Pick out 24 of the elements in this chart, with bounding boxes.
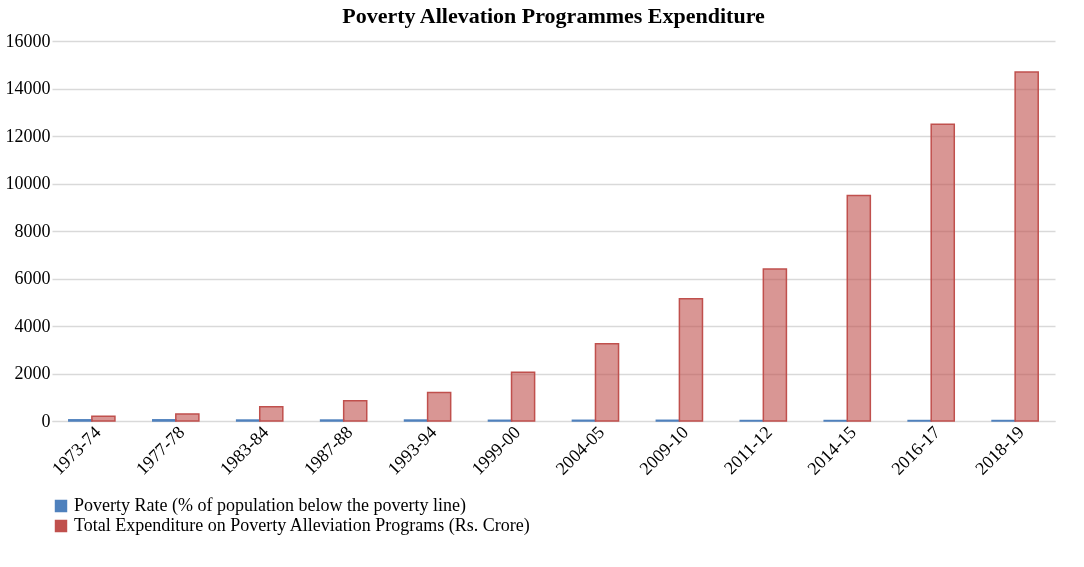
y-tick-label: 4000 [14,315,51,336]
bar [91,415,116,422]
bar [930,123,956,422]
y-tick-label: 14000 [5,78,51,98]
y-tick-label: 8000 [14,220,51,241]
y-tick-label: 12000 [5,125,51,146]
y-tick-label: 0 [41,410,51,431]
legend-label: Poverty Rate (% of population below the poverty line) [74,495,466,516]
bar [426,391,452,422]
bar [594,343,620,422]
bar [258,406,284,422]
bar [1014,71,1039,422]
bar [678,297,704,422]
y-tick-label: 16000 [5,30,51,51]
legend-label: Total Expenditure on Poverty Alleviation Programs (Rs. Crore) [74,515,530,536]
bar [342,400,368,422]
y-tick-label: 6000 [14,268,51,288]
bar [510,371,536,422]
y-tick-label: 2000 [14,363,51,383]
bar [846,194,872,422]
bar [175,413,200,422]
y-tick-label: 10000 [5,173,51,193]
bar [762,268,788,422]
chart-title: Poverty Allevation Programmes Expenditure [342,3,766,28]
